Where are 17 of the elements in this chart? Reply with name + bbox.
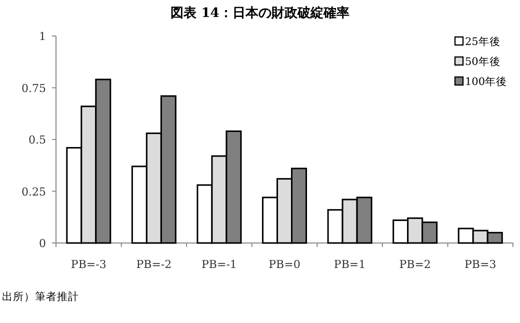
legend-label: 100年後 (465, 76, 508, 88)
x-tick-label: PB=2 (399, 258, 431, 271)
y-tick-label: 0.25 (22, 185, 46, 198)
x-tick-label: PB=-2 (136, 258, 172, 271)
x-tick-label: PB=-1 (202, 258, 237, 271)
x-tick-label: PB=1 (334, 258, 366, 271)
text: 出所）筆者推計 (2, 290, 79, 303)
y-tick-label: 0 (39, 237, 46, 250)
y-tick-label: 1 (39, 30, 46, 43)
chart-title: 図表 14：日本の財政破綻確率 (170, 5, 350, 21)
y-tick-label: 0.75 (22, 82, 46, 95)
x-tick-label: PB=3 (464, 258, 496, 271)
legend-label: 50年後 (465, 56, 500, 68)
y-tick-label: 0.5 (28, 134, 46, 146)
x-tick-label: PB=-3 (70, 258, 106, 271)
legend-label: 25年後 (465, 36, 500, 48)
x-tick-label: PB=0 (268, 258, 300, 271)
